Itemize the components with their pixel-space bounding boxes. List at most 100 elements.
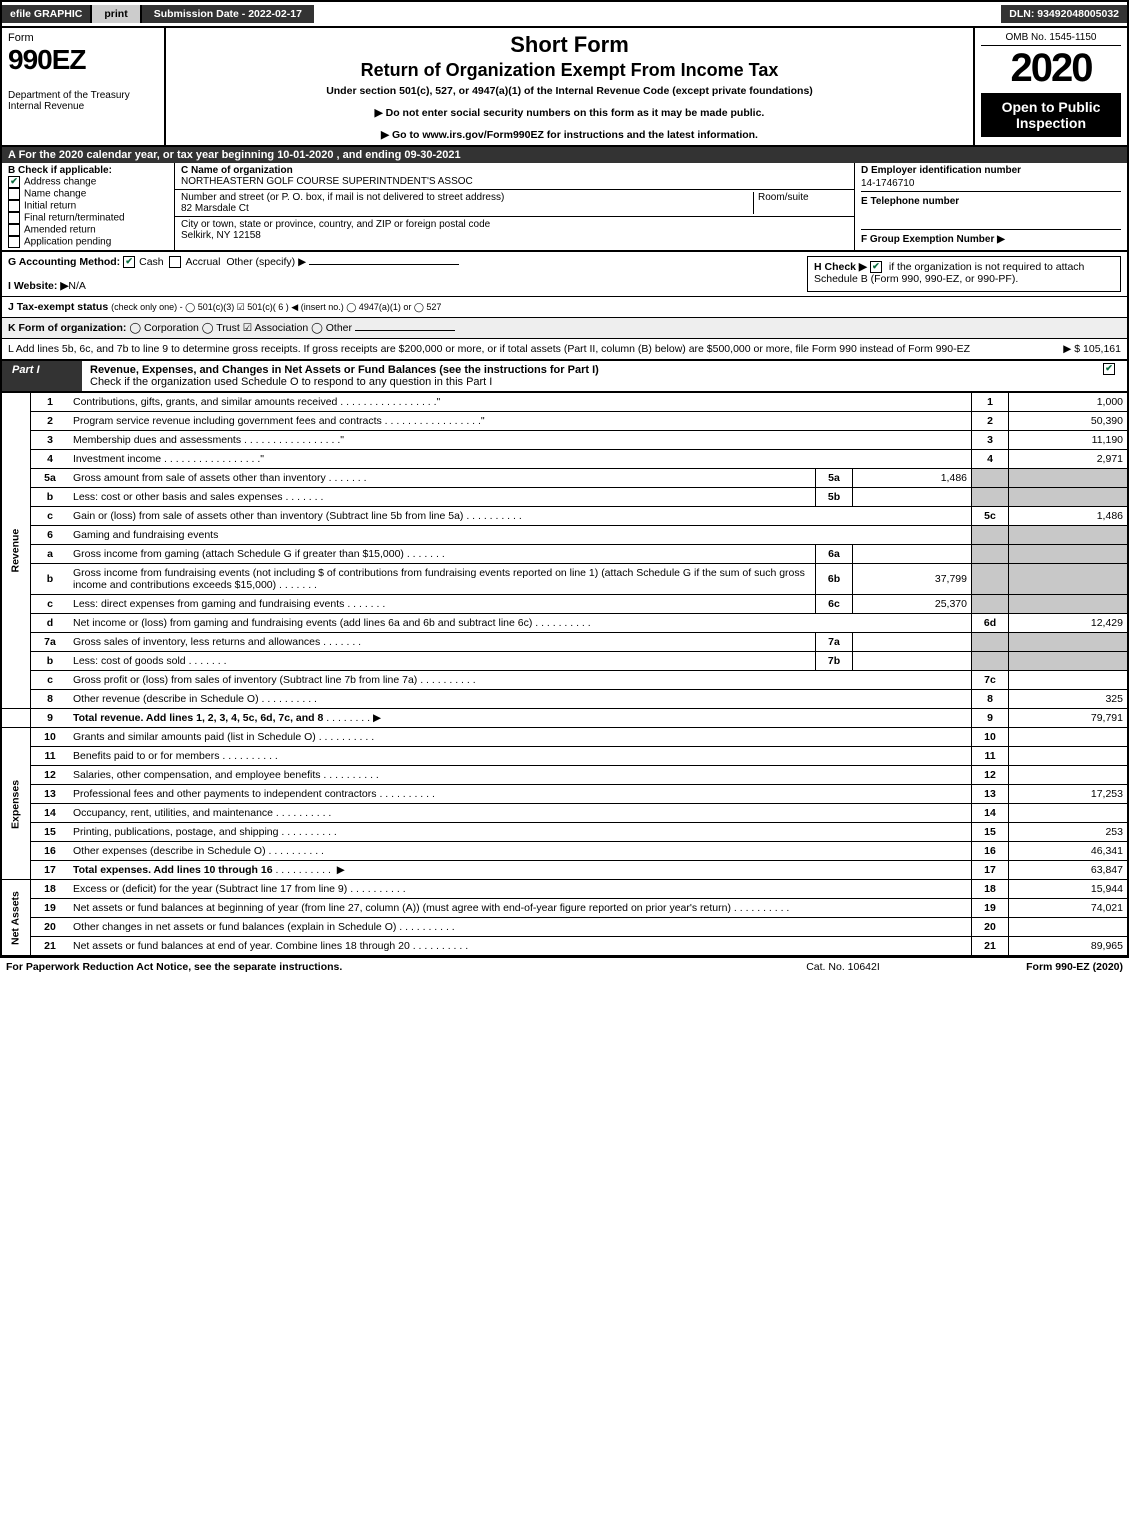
city-row: City or town, state or province, country… bbox=[175, 217, 854, 243]
room-suite: Room/suite bbox=[753, 192, 848, 214]
line-num: 17 bbox=[31, 861, 70, 880]
line-desc: Less: direct expenses from gaming and fu… bbox=[69, 595, 816, 614]
line-amt: 253 bbox=[1009, 823, 1129, 842]
line-desc: Net assets or fund balances at beginning… bbox=[69, 899, 972, 918]
table-row: 3Membership dues and assessments . . . .… bbox=[1, 431, 1128, 450]
k-other-input[interactable] bbox=[355, 330, 455, 331]
form-title-1: Short Form bbox=[174, 32, 965, 58]
line-numbox: 7c bbox=[972, 671, 1009, 690]
line-amt bbox=[1009, 595, 1129, 614]
line-amt bbox=[1009, 652, 1129, 671]
line-desc: Gross sales of inventory, less returns a… bbox=[69, 633, 816, 652]
k-text: ◯ Corporation ◯ Trust ☑ Association ◯ Ot… bbox=[129, 322, 352, 334]
line-numbox: 6d bbox=[972, 614, 1009, 633]
table-row: 14Occupancy, rent, utilities, and mainte… bbox=[1, 804, 1128, 823]
table-row: Net Assets18Excess or (deficit) for the … bbox=[1, 880, 1128, 899]
other-label: Other (specify) ▶ bbox=[226, 256, 306, 268]
mid-num: 6c bbox=[816, 595, 853, 614]
line-desc: Net income or (loss) from gaming and fun… bbox=[69, 614, 972, 633]
page-footer: For Paperwork Reduction Act Notice, see … bbox=[0, 956, 1129, 976]
line-desc: Other changes in net assets or fund bala… bbox=[69, 918, 972, 937]
b-item: Application pending bbox=[8, 236, 168, 248]
line-amt bbox=[1009, 526, 1129, 545]
cash-checkbox[interactable]: ✔ bbox=[123, 256, 135, 268]
line-desc: Gross amount from sale of assets other t… bbox=[69, 469, 816, 488]
line-amt bbox=[1009, 747, 1129, 766]
l-amount: ▶ $ 105,161 bbox=[1001, 343, 1121, 355]
line-numbox: 4 bbox=[972, 450, 1009, 469]
ein: 14-1746710 bbox=[861, 176, 1121, 192]
l-text: L Add lines 5b, 6c, and 7b to line 9 to … bbox=[8, 343, 1001, 355]
mid-num: 6a bbox=[816, 545, 853, 564]
b-checkbox-1[interactable] bbox=[8, 188, 20, 200]
part-i-title: Revenue, Expenses, and Changes in Net As… bbox=[82, 361, 1095, 391]
line-numbox: 1 bbox=[972, 393, 1009, 412]
b-checkbox-2[interactable] bbox=[8, 200, 20, 212]
line-num: 18 bbox=[31, 880, 70, 899]
form-number-box: Form 990EZ Department of the Treasury In… bbox=[2, 28, 166, 145]
table-row: cLess: direct expenses from gaming and f… bbox=[1, 595, 1128, 614]
b-checkbox-5[interactable] bbox=[8, 236, 20, 248]
table-row: 12Salaries, other compensation, and empl… bbox=[1, 766, 1128, 785]
line-num: 2 bbox=[31, 412, 70, 431]
table-row: 7aGross sales of inventory, less returns… bbox=[1, 633, 1128, 652]
line-numbox: 3 bbox=[972, 431, 1009, 450]
b-checkbox-0[interactable]: ✔ bbox=[8, 176, 20, 188]
irs-link[interactable]: ▶ Go to www.irs.gov/Form990EZ for instru… bbox=[381, 129, 758, 141]
table-row: 5aGross amount from sale of assets other… bbox=[1, 469, 1128, 488]
line-amt: 1,000 bbox=[1009, 393, 1129, 412]
g-label: G Accounting Method: bbox=[8, 256, 120, 268]
b-item: Name change bbox=[8, 188, 168, 200]
line-desc: Less: cost of goods sold . . . . . . . bbox=[69, 652, 816, 671]
line-amt: 12,429 bbox=[1009, 614, 1129, 633]
print-button[interactable]: print bbox=[92, 5, 141, 23]
ein-label: D Employer identification number bbox=[861, 165, 1121, 176]
table-row: bLess: cost or other basis and sales exp… bbox=[1, 488, 1128, 507]
part-i-checkbox[interactable]: ✔ bbox=[1095, 361, 1127, 391]
b-checkbox-4[interactable] bbox=[8, 224, 20, 236]
table-row: 9Total revenue. Add lines 1, 2, 3, 4, 5c… bbox=[1, 709, 1128, 728]
form-lines-table: Revenue1Contributions, gifts, grants, an… bbox=[0, 393, 1129, 956]
table-row: 13Professional fees and other payments t… bbox=[1, 785, 1128, 804]
line-numbox bbox=[972, 652, 1009, 671]
line-amt: 11,190 bbox=[1009, 431, 1129, 450]
line-amt: 1,486 bbox=[1009, 507, 1129, 526]
line-desc: Occupancy, rent, utilities, and maintena… bbox=[69, 804, 972, 823]
line-amt bbox=[1009, 469, 1129, 488]
tax-year: 2020 bbox=[981, 46, 1121, 91]
line-desc: Total expenses. Add lines 10 through 16 … bbox=[69, 861, 972, 880]
mid-val bbox=[853, 488, 972, 507]
line-num: 13 bbox=[31, 785, 70, 804]
line-num: 1 bbox=[31, 393, 70, 412]
line-num: 19 bbox=[31, 899, 70, 918]
line-numbox: 11 bbox=[972, 747, 1009, 766]
line-amt bbox=[1009, 488, 1129, 507]
omb-number: OMB No. 1545-1150 bbox=[981, 30, 1121, 46]
line-amt bbox=[1009, 564, 1129, 595]
h-checkbox[interactable]: ✔ bbox=[870, 261, 882, 273]
line-numbox: 18 bbox=[972, 880, 1009, 899]
line-numbox: 10 bbox=[972, 728, 1009, 747]
line-amt: 79,791 bbox=[1009, 709, 1129, 728]
line-desc: Less: cost or other basis and sales expe… bbox=[69, 488, 816, 507]
j-label: J Tax-exempt status bbox=[8, 301, 108, 313]
line-numbox bbox=[972, 469, 1009, 488]
mid-val bbox=[853, 545, 972, 564]
line-num: 9 bbox=[31, 709, 70, 728]
line-num: 6 bbox=[31, 526, 70, 545]
submission-date: Submission Date - 2022-02-17 bbox=[142, 5, 314, 23]
section-label-Expenses: Expenses bbox=[1, 728, 31, 880]
table-row: 19Net assets or fund balances at beginni… bbox=[1, 899, 1128, 918]
section-c: C Name of organization NORTHEASTERN GOLF… bbox=[175, 163, 855, 250]
accrual-checkbox[interactable] bbox=[169, 256, 181, 268]
b-checkbox-3[interactable] bbox=[8, 212, 20, 224]
line-desc: Gain or (loss) from sale of assets other… bbox=[69, 507, 972, 526]
line-numbox bbox=[972, 633, 1009, 652]
line-numbox bbox=[972, 488, 1009, 507]
table-row: 11Benefits paid to or for members . . . … bbox=[1, 747, 1128, 766]
other-input[interactable] bbox=[309, 264, 459, 265]
line-num: 21 bbox=[31, 937, 70, 956]
line-desc: Gross profit or (loss) from sales of inv… bbox=[69, 671, 972, 690]
top-bar: efile GRAPHIC print Submission Date - 20… bbox=[0, 0, 1129, 28]
line-amt bbox=[1009, 671, 1129, 690]
